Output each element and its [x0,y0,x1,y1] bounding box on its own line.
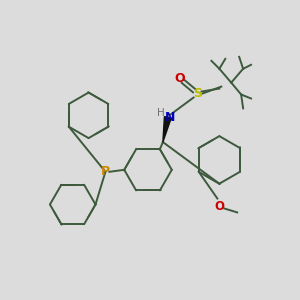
Text: S: S [193,87,202,100]
Text: O: O [214,200,224,213]
Text: P: P [101,165,110,178]
Text: H: H [157,108,165,118]
Text: N: N [165,111,175,124]
Text: O: O [174,72,185,85]
Polygon shape [163,117,171,142]
